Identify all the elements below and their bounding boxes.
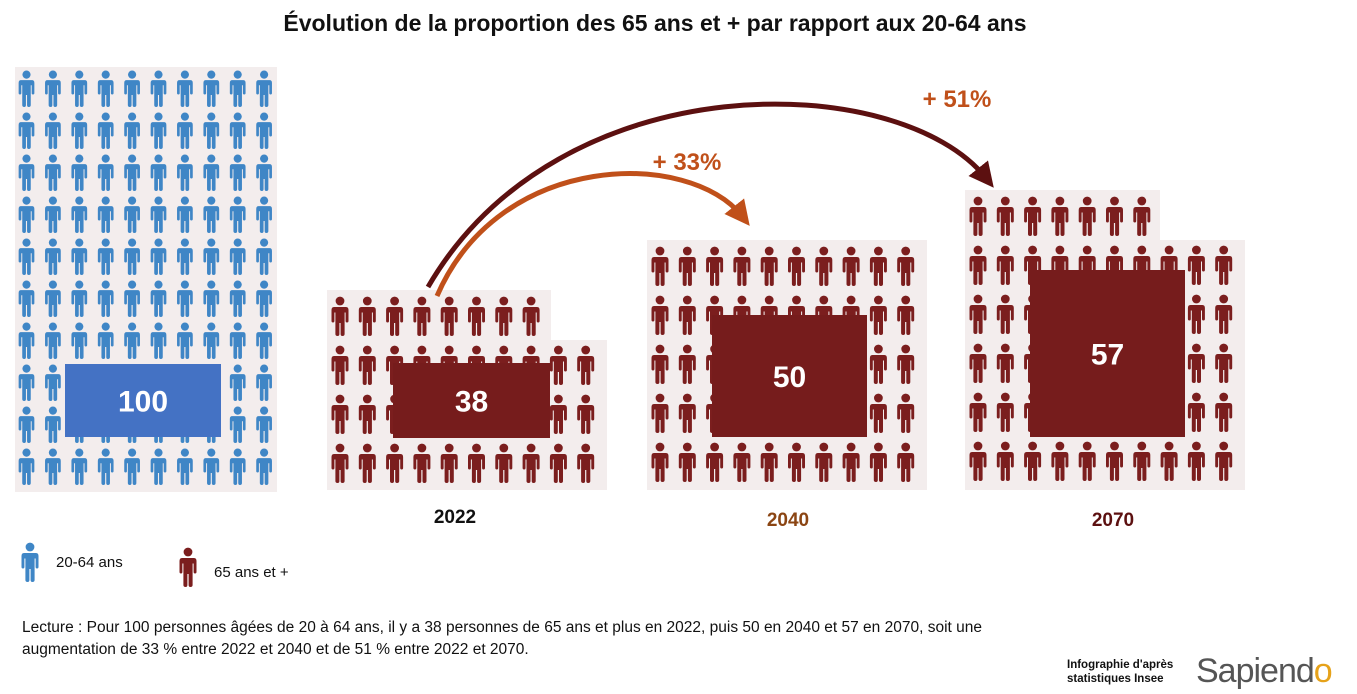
growth-label-2040: + 33% [653,149,722,176]
growth-arrow-2070 [425,101,994,289]
value-box-2040 [712,315,867,437]
value-box-2070 [1030,270,1185,437]
year-label-2070: 2070 [1091,510,1135,531]
person-icon [178,547,198,587]
legend-label: 20-64 ans [56,553,123,571]
value-label: 57 [1091,339,1124,372]
legend-label: 65 ans et + [214,563,289,581]
value-box-20-64 [65,364,221,437]
growth-arrow-2040 [434,171,750,297]
value-label: 38 [455,386,488,419]
value-label: 50 [773,361,806,394]
legend-item-working-age: 20-64 ans [20,542,123,582]
year-label-2040: 2040 [766,510,810,531]
reading-note: Lecture : Pour 100 personnes âgées de 20… [22,619,982,658]
legend-item-seniors: 65 ans et + [178,547,289,587]
chart-title: Évolution de la proportion des 65 ans et… [283,10,1027,36]
person-icon [20,542,40,582]
value-box-2022 [393,363,550,438]
value-label: 100 [118,386,168,419]
brand-logo: Sapiendo [1196,652,1333,690]
source-credit: Infographie d'après statistiques Insee [1067,659,1174,685]
year-label-2022: 2022 [433,507,477,528]
growth-label-2070: + 51% [923,86,992,113]
